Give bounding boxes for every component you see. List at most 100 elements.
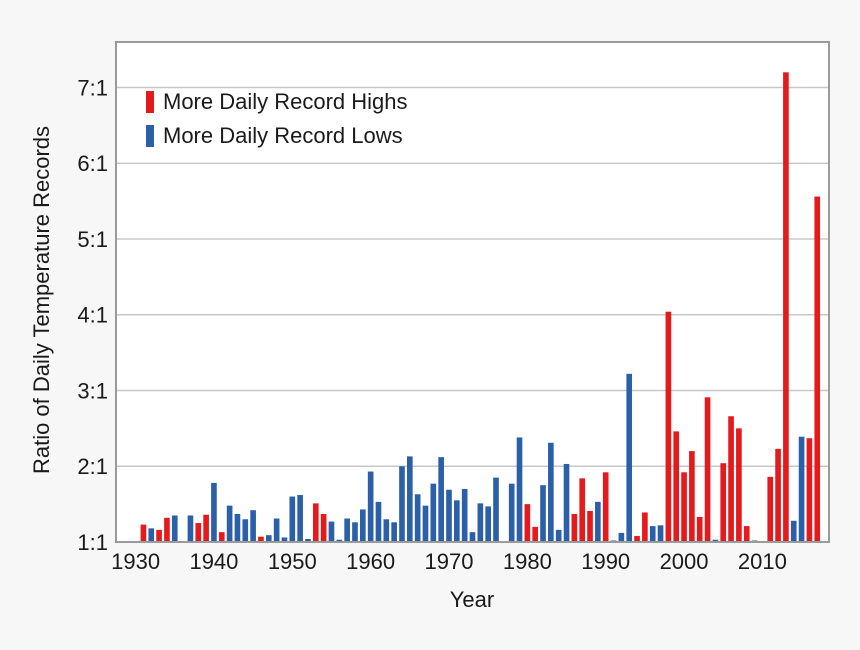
bar-record-highs	[203, 514, 209, 542]
bar-record-lows	[422, 505, 429, 542]
bar-record-lows	[657, 525, 664, 542]
x-tick-label: 1980	[503, 549, 552, 574]
bar-record-highs	[814, 196, 821, 542]
y-tick-label: 2:1	[77, 454, 108, 479]
bar-record-lows	[242, 519, 249, 542]
bar-record-lows	[250, 510, 256, 542]
bar-record-highs	[642, 512, 648, 542]
bar-record-lows	[297, 495, 303, 542]
x-tick-label: 2010	[738, 549, 787, 574]
x-tick-label: 1970	[425, 549, 474, 574]
bar-record-highs	[696, 517, 703, 542]
legend: More Daily Record Highs More Daily Recor…	[146, 89, 408, 148]
bar-record-lows	[226, 505, 233, 542]
bar-record-highs	[258, 536, 264, 542]
bar-record-highs	[783, 72, 789, 542]
bar-record-lows	[289, 496, 296, 542]
bar-record-highs	[532, 526, 539, 542]
bar-record-lows	[281, 537, 288, 542]
bar-record-lows	[359, 509, 366, 542]
bar-record-lows	[414, 494, 421, 542]
bar-record-highs	[806, 438, 813, 542]
bar-record-lows	[234, 513, 241, 542]
bar-record-lows	[649, 526, 656, 542]
bar-record-lows	[790, 520, 797, 542]
bar-record-highs	[673, 431, 680, 542]
bar-record-lows	[211, 482, 217, 542]
gridlines	[116, 86, 829, 467]
bar-record-highs	[320, 513, 327, 542]
bar-record-lows	[344, 518, 350, 542]
bar-record-lows	[305, 538, 311, 542]
bar-record-lows	[540, 485, 546, 542]
bar-record-lows	[430, 483, 437, 542]
bar-record-lows	[171, 515, 178, 542]
bar-record-highs	[587, 510, 593, 542]
bar-record-highs	[728, 416, 734, 542]
bar-record-lows	[469, 532, 476, 542]
bar-record-lows	[548, 442, 554, 542]
bar-record-lows	[798, 436, 805, 542]
bar-record-highs	[634, 535, 640, 542]
bar-record-highs	[720, 463, 727, 542]
bar-record-highs	[736, 428, 742, 542]
y-tick-label: 6:1	[77, 151, 108, 176]
bar-record-highs	[140, 524, 147, 542]
bar-record-highs	[775, 448, 781, 542]
y-axis-ticks: 1:1 2:1 3:1 4:1 5:1 6:1 7:1	[77, 75, 108, 555]
bar-record-lows	[399, 466, 405, 542]
x-tick-label: 2000	[660, 549, 709, 574]
bar-record-highs	[704, 397, 711, 542]
legend-label-highs: More Daily Record Highs	[163, 89, 408, 114]
x-tick-label: 1940	[189, 549, 238, 574]
bar-record-lows	[626, 373, 633, 542]
bar-record-lows	[352, 522, 358, 542]
legend-swatch-lows	[146, 125, 154, 147]
bar-record-lows	[454, 500, 460, 542]
bar-record-lows	[555, 529, 562, 542]
bar-record-highs	[743, 526, 750, 542]
bar-record-lows	[273, 518, 280, 542]
x-axis-ticks: 1930 1940 1950 1960 1970 1980 1990 2000 2010	[111, 549, 787, 574]
legend-label-lows: More Daily Record Lows	[163, 123, 403, 148]
y-tick-label: 3:1	[77, 378, 108, 403]
bar-record-highs	[579, 478, 586, 542]
bar-record-highs	[681, 472, 687, 542]
bar-record-lows	[148, 528, 155, 542]
bar-record-lows	[516, 437, 523, 542]
bar-record-highs	[195, 523, 202, 542]
plot-frame	[115, 41, 830, 543]
bar-record-highs	[602, 472, 609, 542]
y-tick-label: 5:1	[77, 227, 108, 252]
bar-record-lows	[375, 501, 382, 542]
bar-record-lows	[446, 489, 452, 542]
bar-record-lows	[563, 463, 570, 542]
bar-record-lows	[187, 515, 194, 542]
x-axis-label: Year	[450, 587, 494, 612]
y-axis-label: Ratio of Daily Temperature Records	[29, 126, 54, 474]
bar-record-lows	[461, 488, 468, 542]
bar-record-lows	[595, 501, 601, 542]
bar-record-lows	[336, 539, 343, 542]
bar-record-highs	[156, 529, 162, 542]
y-tick-label: 7:1	[77, 75, 108, 100]
y-tick-label: 1:1	[77, 530, 108, 555]
bar-record-highs	[524, 504, 531, 542]
bar-record-lows	[618, 532, 625, 542]
bar-record-lows	[493, 477, 499, 542]
bar-record-highs	[312, 503, 319, 542]
bar-record-lows	[406, 456, 413, 542]
x-tick-label: 1960	[346, 549, 395, 574]
bars	[140, 72, 821, 542]
bar-record-lows	[391, 522, 397, 542]
bar-record-highs	[689, 451, 695, 542]
x-tick-label: 1990	[581, 549, 630, 574]
bar-record-lows	[712, 539, 719, 542]
bar-record-lows	[367, 471, 374, 542]
bar-record-highs	[571, 513, 578, 542]
bar-record-lows	[383, 519, 390, 542]
bar-record-highs	[767, 476, 774, 542]
y-tick-label: 4:1	[77, 303, 108, 328]
bar-record-highs	[665, 311, 672, 542]
